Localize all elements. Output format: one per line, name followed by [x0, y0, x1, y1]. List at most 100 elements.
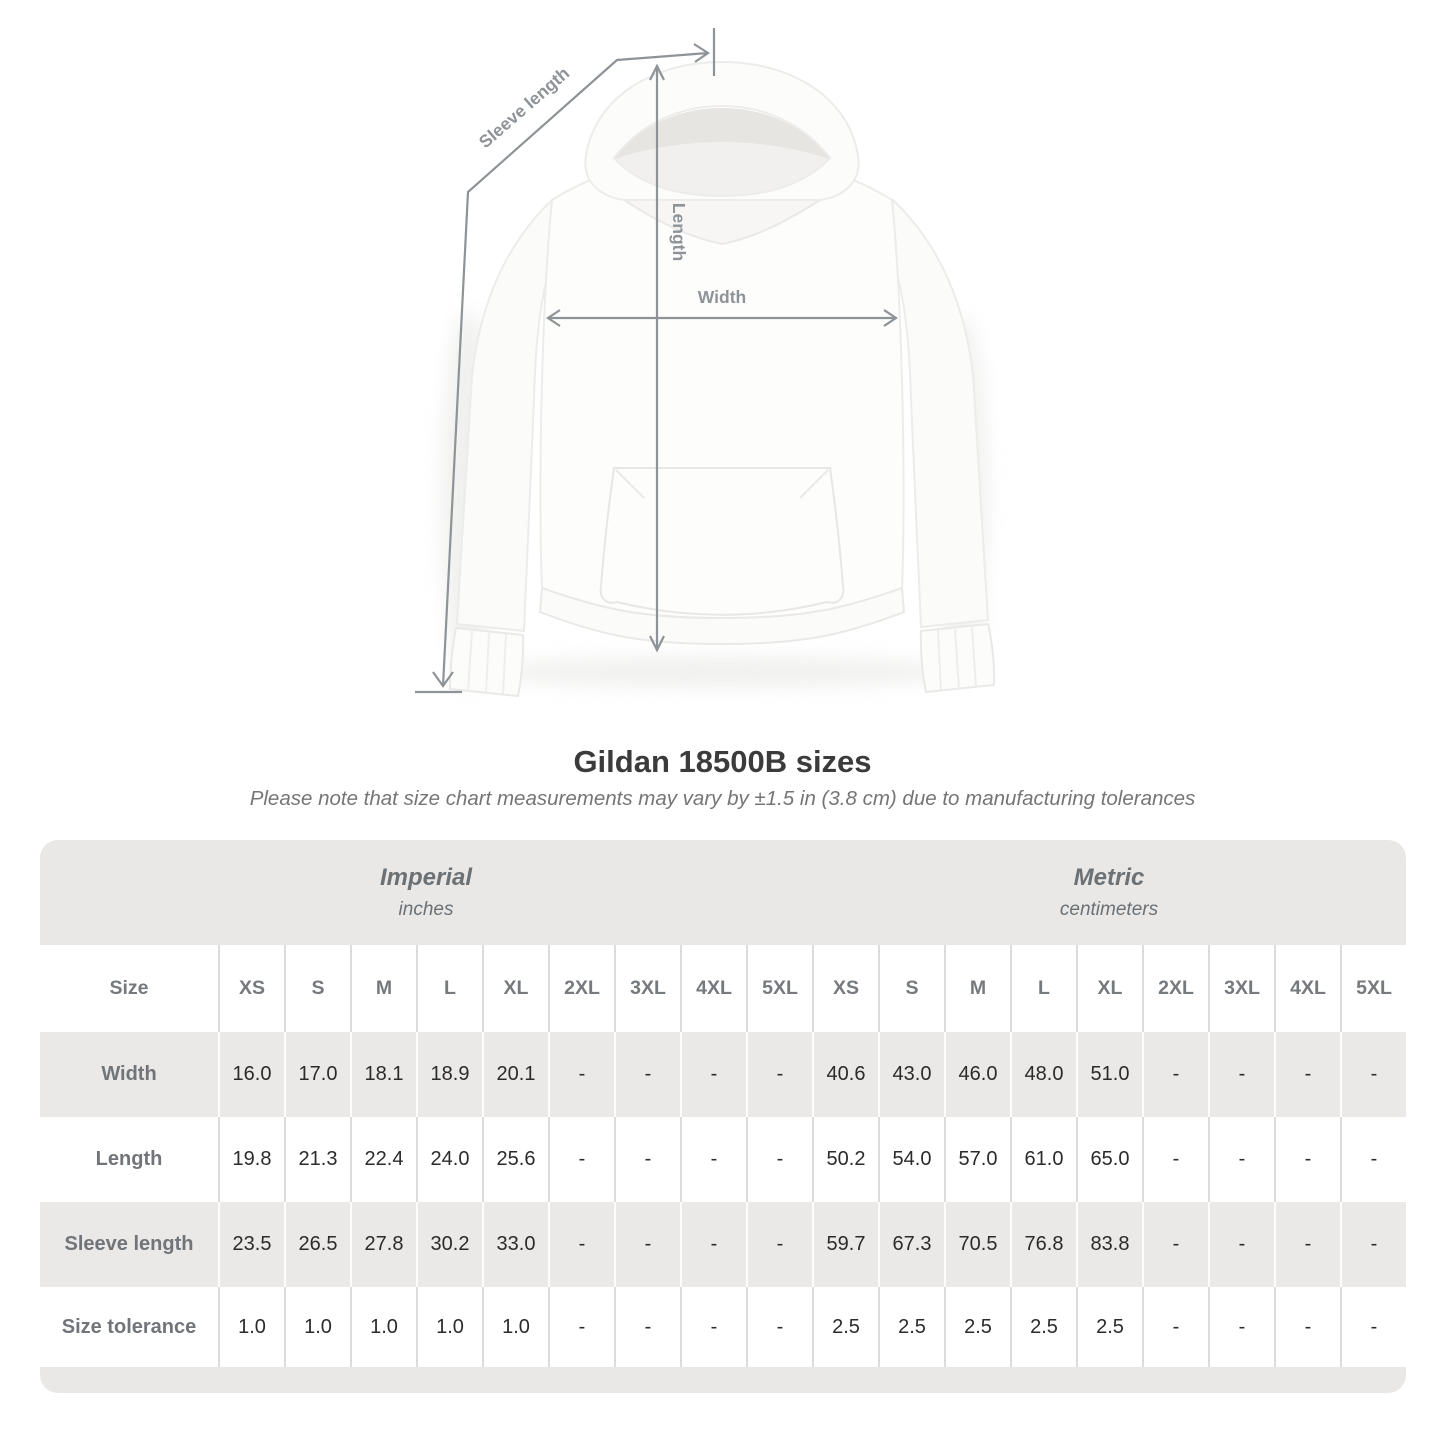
size-column-header-metric-s: S: [878, 945, 944, 1032]
value-cell-imperial-4xl: -: [680, 1202, 746, 1287]
row-label: Width: [101, 1063, 157, 1085]
size-column-header-imperial-3xl: 3XL: [614, 945, 680, 1032]
metric-units: centimeters: [1059, 899, 1159, 920]
value-cell-imperial-xs: 19.8: [218, 1117, 284, 1202]
size-column-header-metric-5xl: 5XL: [1340, 945, 1406, 1032]
table-row-size-tolerance: Size tolerance 1.0 1.0 1.0 1.0 1.0- - - -2.5 2.5 2…: [40, 1287, 1406, 1367]
size-column-header-metric-4xl: 4XL: [1274, 945, 1340, 1032]
value-cell-metric-m: 46.0: [944, 1032, 1010, 1117]
size-column-header-imperial-s: S: [284, 945, 350, 1032]
size-column-header-imperial-xl: XL: [482, 945, 548, 1032]
value-cell-metric-l: 76.8: [1010, 1202, 1076, 1287]
size-column-header-imperial-l: L: [416, 945, 482, 1032]
value-cell-imperial-5xl: -: [746, 1117, 812, 1202]
value-cell-metric-s: 2.5: [878, 1287, 944, 1367]
value-cell-metric-l: 48.0: [1010, 1032, 1076, 1117]
value-cell-metric-xl: 65.0: [1076, 1117, 1142, 1202]
value-cell-imperial-2xl: -: [548, 1117, 614, 1202]
value-cell-metric-5xl: -: [1340, 1287, 1406, 1367]
imperial-label: Imperial: [379, 864, 473, 891]
value-cell-imperial-3xl: -: [614, 1117, 680, 1202]
value-cell-imperial-5xl: -: [746, 1202, 812, 1287]
value-cell-metric-5xl: -: [1340, 1202, 1406, 1287]
table-row-width: Width 16.0 17.0 18.1 18.9 20.1- - - -40.6 43.0 46.…: [40, 1032, 1406, 1117]
size-column-header-metric-2xl: 2XL: [1142, 945, 1208, 1032]
hoodie-neck-drape: [614, 195, 830, 246]
hoodie-hem: [538, 586, 906, 646]
imperial-units: inches: [398, 899, 454, 920]
width-measure-label: Width: [698, 287, 746, 307]
value-cell-imperial-m: 1.0: [350, 1287, 416, 1367]
size-column-header-imperial-5xl: 5XL: [746, 945, 812, 1032]
size-column-header-metric-3xl: 3XL: [1208, 945, 1274, 1032]
metric-group-header: Metric centimeters: [812, 840, 1406, 945]
size-column-header-imperial-xs: XS: [218, 945, 284, 1032]
value-cell-imperial-3xl: -: [614, 1202, 680, 1287]
value-cell-imperial-xl: 33.0: [482, 1202, 548, 1287]
size-column-header-metric-xs: XS: [812, 945, 878, 1032]
value-cell-metric-xs: 40.6: [812, 1032, 878, 1117]
value-cell-metric-xs: 59.7: [812, 1202, 878, 1287]
value-cell-imperial-xs: 1.0: [218, 1287, 284, 1367]
value-cell-imperial-m: 22.4: [350, 1117, 416, 1202]
value-cell-imperial-s: 1.0: [284, 1287, 350, 1367]
size-header-row: Size XS S M L XL 2XL 3XL 4XL 5XL XS S M L XL 2XL 3XL 4XL…: [40, 945, 1406, 1032]
value-cell-metric-2xl: -: [1142, 1032, 1208, 1117]
value-cell-imperial-4xl: -: [680, 1117, 746, 1202]
unit-group-header: Imperial inches Metric centimeters: [40, 840, 1406, 945]
value-cell-metric-m: 70.5: [944, 1202, 1010, 1287]
value-cell-imperial-5xl: -: [746, 1287, 812, 1367]
size-column-header-imperial-2xl: 2XL: [548, 945, 614, 1032]
size-column-header-metric-xl: XL: [1076, 945, 1142, 1032]
value-cell-imperial-xl: 25.6: [482, 1117, 548, 1202]
value-cell-imperial-xl: 20.1: [482, 1032, 548, 1117]
metric-label: Metric: [1073, 864, 1145, 891]
value-cell-metric-s: 43.0: [878, 1032, 944, 1117]
value-cell-metric-xs: 2.5: [812, 1287, 878, 1367]
length-measure-label: Length: [669, 203, 689, 261]
value-cell-imperial-l: 1.0: [416, 1287, 482, 1367]
value-cell-imperial-s: 21.3: [284, 1117, 350, 1202]
value-cell-metric-4xl: -: [1274, 1202, 1340, 1287]
value-cell-imperial-3xl: -: [614, 1032, 680, 1117]
value-cell-metric-xl: 2.5: [1076, 1287, 1142, 1367]
page-title: Gildan 18500B sizes: [573, 744, 872, 779]
value-cell-imperial-3xl: -: [614, 1287, 680, 1367]
value-cell-metric-5xl: -: [1340, 1032, 1406, 1117]
imperial-group-header: Imperial inches: [40, 840, 812, 945]
value-cell-imperial-xl: 1.0: [482, 1287, 548, 1367]
value-cell-imperial-s: 17.0: [284, 1032, 350, 1117]
value-cell-metric-5xl: -: [1340, 1117, 1406, 1202]
value-cell-metric-s: 67.3: [878, 1202, 944, 1287]
size-chart-table: Imperial inches Metric centimeters Size …: [40, 840, 1406, 1393]
value-cell-metric-2xl: -: [1142, 1202, 1208, 1287]
size-column-header-metric-l: L: [1010, 945, 1076, 1032]
value-cell-metric-l: 2.5: [1010, 1287, 1076, 1367]
table-body: Width 16.0 17.0 18.1 18.9 20.1- - - -40.6 43.0 46.…: [40, 1032, 1406, 1367]
table-footer: [40, 1367, 1406, 1393]
value-cell-imperial-l: 18.9: [416, 1032, 482, 1117]
product-measurement-diagram: Width Length Sleeve length: [415, 28, 996, 698]
value-cell-metric-m: 2.5: [944, 1287, 1010, 1367]
sleeve-length-arrow: [415, 28, 716, 694]
table-row-sleeve-length: Sleeve length 23.5 26.5 27.8 30.2 33.0- - - -59.…: [40, 1202, 1406, 1287]
size-column-header-imperial-m: M: [350, 945, 416, 1032]
value-cell-imperial-5xl: -: [746, 1032, 812, 1117]
value-cell-metric-4xl: -: [1274, 1287, 1340, 1367]
value-cell-metric-xs: 50.2: [812, 1117, 878, 1202]
width-arrow: [546, 309, 898, 327]
row-label: Size tolerance: [61, 1315, 197, 1338]
table-row-length: Length 19.8 21.3 22.4 24.0 25.6- - - -50.2 54.0 57…: [40, 1117, 1406, 1202]
value-cell-imperial-l: 24.0: [416, 1117, 482, 1202]
sleeve-length-measure-label: Sleeve length: [475, 63, 573, 152]
hoodie-illustration: [448, 60, 996, 698]
value-cell-metric-2xl: -: [1142, 1117, 1208, 1202]
hoodie-hood: [584, 60, 860, 201]
hoodie-pocket: [599, 467, 845, 616]
page-subtitle: Please note that size chart measurements…: [249, 787, 1196, 810]
value-cell-metric-3xl: -: [1208, 1287, 1274, 1367]
value-cell-imperial-m: 18.1: [350, 1032, 416, 1117]
row-label: Sleeve length: [64, 1233, 194, 1255]
value-cell-metric-l: 61.0: [1010, 1117, 1076, 1202]
